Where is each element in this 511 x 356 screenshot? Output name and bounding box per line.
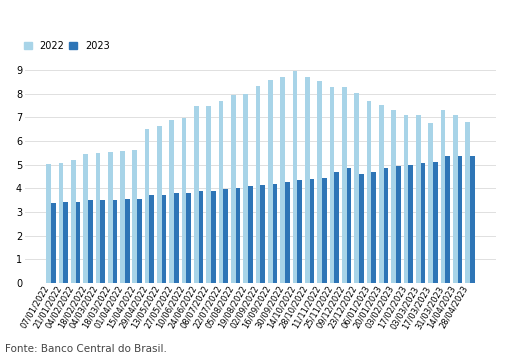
Bar <box>371 172 376 283</box>
Bar <box>199 191 203 283</box>
Bar <box>334 172 339 283</box>
Bar <box>297 180 302 283</box>
Bar <box>46 164 51 283</box>
Bar <box>396 166 401 283</box>
Bar <box>51 203 56 283</box>
Bar <box>408 164 413 283</box>
Bar <box>391 110 396 283</box>
Bar <box>59 163 63 283</box>
Bar <box>137 199 142 283</box>
Bar <box>206 106 211 283</box>
Bar <box>88 200 92 283</box>
Bar <box>421 163 425 283</box>
Bar <box>273 184 277 283</box>
Bar <box>384 168 388 283</box>
Bar <box>219 101 223 283</box>
Bar <box>170 120 174 283</box>
Bar <box>293 70 297 283</box>
Bar <box>182 118 187 283</box>
Bar <box>416 115 421 283</box>
Bar <box>187 193 191 283</box>
Bar <box>359 174 364 283</box>
Bar <box>310 179 314 283</box>
Bar <box>83 154 88 283</box>
Bar <box>470 156 475 283</box>
Bar <box>243 94 248 283</box>
Bar <box>330 87 334 283</box>
Text: Fonte: Banco Central do Brasil.: Fonte: Banco Central do Brasil. <box>5 344 167 354</box>
Bar <box>346 168 352 283</box>
Bar <box>223 189 228 283</box>
Bar <box>433 162 437 283</box>
Bar <box>174 193 179 283</box>
Bar <box>211 190 216 283</box>
Bar <box>261 185 265 283</box>
Bar <box>379 105 384 283</box>
Bar <box>305 77 310 283</box>
Bar <box>100 200 105 283</box>
Bar <box>285 182 290 283</box>
Bar <box>194 106 199 283</box>
Bar <box>145 129 150 283</box>
Bar <box>354 93 359 283</box>
Bar <box>76 202 80 283</box>
Bar <box>342 87 346 283</box>
Bar <box>366 101 371 283</box>
Bar <box>317 81 322 283</box>
Bar <box>162 195 167 283</box>
Bar <box>112 200 117 283</box>
Bar <box>120 151 125 283</box>
Bar <box>281 77 285 283</box>
Bar <box>445 156 450 283</box>
Bar <box>108 152 112 283</box>
Bar <box>125 199 129 283</box>
Bar <box>440 110 445 283</box>
Bar <box>457 156 462 283</box>
Bar <box>231 95 236 283</box>
Bar <box>268 80 273 283</box>
Bar <box>256 86 261 283</box>
Bar <box>322 178 327 283</box>
Bar <box>150 195 154 283</box>
Bar <box>236 188 241 283</box>
Bar <box>132 151 137 283</box>
Bar <box>248 187 253 283</box>
Bar <box>71 161 76 283</box>
Bar <box>428 122 433 283</box>
Bar <box>96 153 100 283</box>
Bar <box>157 126 162 283</box>
Bar <box>453 115 457 283</box>
Bar <box>404 115 408 283</box>
Legend: 2022, 2023: 2022, 2023 <box>20 37 113 54</box>
Bar <box>465 122 470 283</box>
Bar <box>63 203 68 283</box>
